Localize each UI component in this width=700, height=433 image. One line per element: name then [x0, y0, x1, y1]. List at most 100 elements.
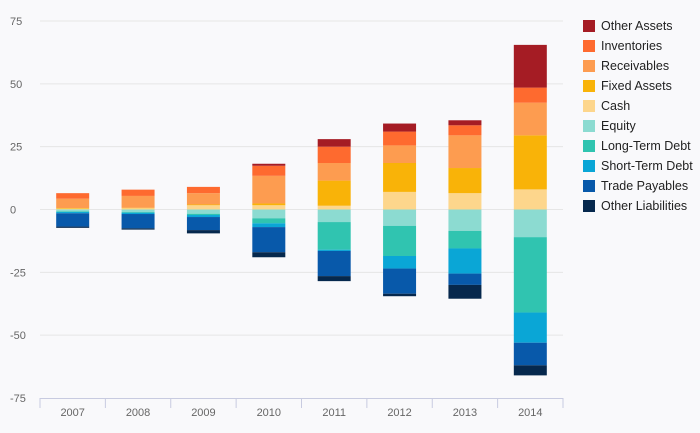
bar-segment [186, 209, 220, 214]
bar-segment [513, 102, 547, 136]
bar-segment [252, 165, 286, 176]
x-tick-label: 2014 [518, 407, 542, 419]
legend-label: Receivables [601, 59, 670, 73]
bar-segment [317, 249, 351, 251]
bar-segment [186, 205, 220, 210]
bar-segment [513, 87, 547, 103]
bar-segment [56, 207, 90, 209]
legend-label: Equity [601, 119, 636, 133]
legend-swatch [583, 200, 595, 212]
bar-segment [252, 175, 286, 204]
bar-segment [252, 227, 286, 253]
legend-item[interactable]: Long-Term Debt [583, 136, 693, 156]
bar-segment [448, 230, 482, 249]
x-tick-label: 2010 [257, 407, 281, 419]
bar-segment [252, 163, 286, 166]
bar-segment [186, 186, 220, 194]
bar-segment [317, 163, 351, 181]
bar-segment [513, 44, 547, 88]
bar-segment [513, 209, 547, 238]
bar-segment [56, 193, 90, 199]
y-tick-label: 0 [10, 205, 16, 217]
legend-swatch [583, 160, 595, 172]
bar-segment [121, 209, 155, 213]
bar-segment [448, 273, 482, 285]
bar-segment [56, 209, 90, 212]
bar-segment [448, 168, 482, 194]
legend-item[interactable]: Other Assets [583, 16, 693, 36]
bar-segment [252, 223, 286, 228]
legend-label: Cash [601, 99, 631, 113]
y-tick-label: 25 [10, 142, 22, 154]
bar-segment [448, 248, 482, 274]
bar-segment [252, 218, 286, 224]
bar-segment [252, 252, 286, 258]
bar-segment [383, 131, 417, 146]
bar-segment [383, 145, 417, 164]
bar-segment [186, 204, 220, 206]
legend-swatch [583, 20, 595, 32]
legend-item[interactable]: Equity [583, 116, 693, 136]
bar-segment [121, 207, 155, 209]
x-tick-label: 2011 [322, 407, 346, 419]
legend-label: Fixed Assets [601, 79, 672, 93]
bar-segment [383, 209, 417, 226]
legend-label: Short-Term Debt [601, 159, 693, 173]
x-tick-label: 2008 [126, 407, 150, 419]
legend-item[interactable]: Cash [583, 96, 693, 116]
bar-segment [121, 208, 155, 210]
bar-segment [513, 189, 547, 210]
bar-segment [513, 365, 547, 376]
bar-segment [448, 193, 482, 210]
bar-segment [448, 135, 482, 169]
bar-segment [448, 120, 482, 126]
y-tick-label: 50 [10, 79, 22, 91]
legend-label: Other Liabilities [601, 199, 688, 213]
legend-swatch [583, 80, 595, 92]
legend-item[interactable]: Fixed Assets [583, 76, 693, 96]
x-tick-label: 2012 [387, 407, 411, 419]
bar-segment [383, 225, 417, 256]
bar-segment [383, 268, 417, 294]
legend-swatch [583, 120, 595, 132]
bar-segment [513, 342, 547, 366]
legend-swatch [583, 140, 595, 152]
bar-segment [383, 255, 417, 269]
bar-segment [252, 203, 286, 206]
bar-segment [317, 276, 351, 282]
bar-segment [121, 214, 155, 229]
legend-item[interactable]: Receivables [583, 56, 693, 76]
bar-segment [383, 293, 417, 297]
x-tick-label: 2009 [191, 407, 215, 419]
bar-segment [121, 189, 155, 196]
bar-segment [121, 228, 155, 230]
legend-item[interactable]: Trade Payables [583, 176, 693, 196]
bar-segment [383, 191, 417, 210]
bar-segment [252, 205, 286, 210]
legend-swatch [583, 100, 595, 112]
bar-segment [383, 123, 417, 132]
bar-segment [513, 135, 547, 190]
bar-segment [317, 180, 351, 206]
legend-item[interactable]: Short-Term Debt [583, 156, 693, 176]
bar-segment [186, 193, 220, 205]
bar-segment [186, 213, 220, 216]
legend-item[interactable]: Other Liabilities [583, 196, 693, 216]
bar-segment [448, 209, 482, 231]
bar-segment [186, 215, 220, 218]
legend-swatch [583, 40, 595, 52]
bar-segment [186, 217, 220, 231]
bar-segment [448, 125, 482, 136]
bar-segment [383, 163, 417, 192]
y-tick-label: -50 [10, 330, 26, 342]
bar-segment [317, 222, 351, 250]
bar-segment [56, 211, 90, 213]
bar-segment [448, 284, 482, 299]
bar-segment [317, 139, 351, 147]
y-tick-label: -25 [10, 267, 26, 279]
legend-swatch [583, 180, 595, 192]
legend-item[interactable]: Inventories [583, 36, 693, 56]
x-tick-label: 2013 [453, 407, 477, 419]
